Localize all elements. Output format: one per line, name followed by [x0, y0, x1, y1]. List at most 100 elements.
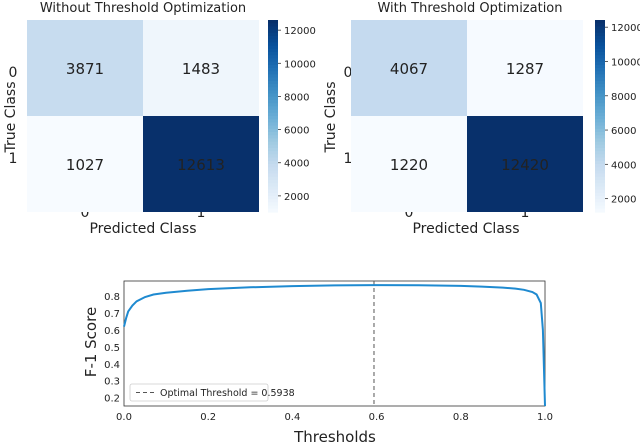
colorbar-segment	[595, 52, 605, 56]
colorbar-segment	[595, 74, 605, 79]
colorbar-segment	[268, 192, 278, 197]
colorbar-segment	[268, 29, 278, 34]
colorbar-segment	[595, 90, 605, 95]
colorbar-segment	[595, 205, 605, 210]
x-tick-label: 0.8	[453, 412, 469, 423]
colorbar-segment	[595, 84, 605, 88]
colorbar-tick-label: 4000	[611, 160, 636, 171]
colorbar-segment	[595, 183, 605, 187]
colorbar-segment	[595, 80, 605, 85]
colorbar-segment	[268, 138, 278, 143]
heatmap-ytick-1: 1	[9, 151, 18, 167]
colorbar-segment	[268, 183, 278, 187]
colorbar-segment	[268, 176, 278, 181]
heatmap-xtick-0: 0	[405, 205, 414, 221]
heatmap-cell	[351, 20, 467, 116]
colorbar-segment	[268, 23, 278, 27]
confusion-matrix-without-optimization: Without Threshold Optimization True Clas…	[3, 1, 316, 237]
colorbar-tick-label: 10000	[284, 59, 316, 70]
colorbar-segment	[268, 135, 278, 139]
heatmap-cell-value: 1027	[66, 156, 104, 174]
heatmap-cells: 4067 1287 1220 12420	[351, 20, 583, 212]
colorbar-segment	[268, 87, 278, 91]
colorbar-segment	[268, 119, 278, 123]
colorbar-segment	[268, 189, 278, 194]
x-tick-label: 0.2	[200, 412, 216, 423]
heatmap-xlabel: Predicted Class	[89, 221, 196, 237]
colorbar-tick-label: 4000	[284, 159, 309, 170]
heatmap-cell	[351, 116, 467, 212]
colorbar-segment	[595, 42, 605, 47]
colorbar-segment	[595, 77, 605, 82]
colorbar-segment	[595, 106, 605, 111]
y-tick-label: 0.4	[104, 360, 120, 371]
colorbar-tick-label: 12000	[284, 26, 316, 37]
legend: Optimal Threshold = 0.5938	[129, 383, 295, 402]
colorbar-segment	[268, 39, 278, 43]
heatmap-cell-value: 12420	[501, 156, 549, 174]
colorbar-segment	[268, 48, 278, 53]
colorbar-segment	[595, 109, 605, 114]
colorbar-segment	[595, 64, 605, 69]
colorbar-segment	[595, 36, 605, 40]
colorbar-segment	[268, 84, 278, 88]
colorbar-tick-label: 2000	[611, 195, 636, 206]
heatmap-xtick-0: 0	[81, 205, 90, 221]
colorbar-segment	[595, 173, 605, 178]
colorbar-segment	[595, 208, 605, 213]
heatmap-cell-value: 1287	[506, 60, 544, 78]
f1-score-series-line	[123, 284, 546, 407]
colorbar-segment	[595, 135, 605, 139]
colorbar-tick-label: 6000	[611, 126, 636, 137]
line-chart-ylabel: F-1 Score	[82, 307, 100, 377]
colorbar-segment	[595, 20, 605, 24]
colorbar-segment	[595, 87, 605, 91]
heatmap-cell-value: 12613	[177, 156, 225, 174]
colorbar-segment	[268, 141, 278, 146]
colorbar-segment	[268, 52, 278, 56]
colorbar-segment	[595, 23, 605, 27]
heatmap-cell-value: 3871	[66, 60, 104, 78]
colorbar-segment	[268, 36, 278, 40]
colorbar-segment	[595, 122, 605, 127]
colorbar-segment	[595, 103, 605, 107]
colorbar-segment	[595, 29, 605, 34]
colorbar-segment	[268, 167, 278, 171]
colorbar-segment	[268, 151, 278, 155]
colorbar-segment	[595, 119, 605, 123]
colorbar-segment	[268, 196, 278, 200]
colorbar-segment	[268, 20, 278, 24]
colorbar-segment	[268, 128, 278, 133]
colorbar-segment	[595, 71, 605, 75]
colorbar-segment	[268, 125, 278, 130]
colorbar-segment	[268, 103, 278, 107]
line-chart-plot: 0.0 0.2 0.4 0.6 0.8 1.0 0.2 0.3 0.4 0.5 0.6 0.7 0.8 O…	[104, 280, 553, 423]
heatmap-cell-value: 1483	[182, 60, 220, 78]
heatmap-cell	[143, 20, 259, 116]
colorbar-segment	[268, 208, 278, 213]
colorbar-tick-label: 6000	[284, 126, 309, 137]
heatmap-title: With Threshold Optimization	[377, 1, 562, 16]
colorbar-segment	[595, 39, 605, 43]
colorbar-segment	[268, 58, 278, 63]
colorbar-segment	[268, 148, 278, 152]
colorbar-segment	[595, 61, 605, 66]
colorbar-segment	[268, 77, 278, 82]
colorbar-segment	[595, 125, 605, 130]
colorbar: 2000 4000 6000 8000 10000 12000	[595, 20, 640, 213]
colorbar-segment	[268, 106, 278, 111]
colorbar-segment	[268, 116, 278, 120]
y-tick-label: 0.6	[104, 326, 120, 337]
y-tick-label: 0.8	[104, 292, 120, 303]
colorbar-segment	[595, 58, 605, 63]
colorbar-segment	[268, 42, 278, 47]
colorbar-segment	[595, 170, 605, 175]
colorbar-segment	[268, 90, 278, 95]
colorbar-segment	[268, 55, 278, 59]
colorbar-segment	[595, 138, 605, 143]
heatmap-cell	[467, 116, 583, 212]
colorbar-segment	[268, 173, 278, 178]
colorbar-segment	[268, 157, 278, 162]
colorbar-segment	[268, 122, 278, 127]
